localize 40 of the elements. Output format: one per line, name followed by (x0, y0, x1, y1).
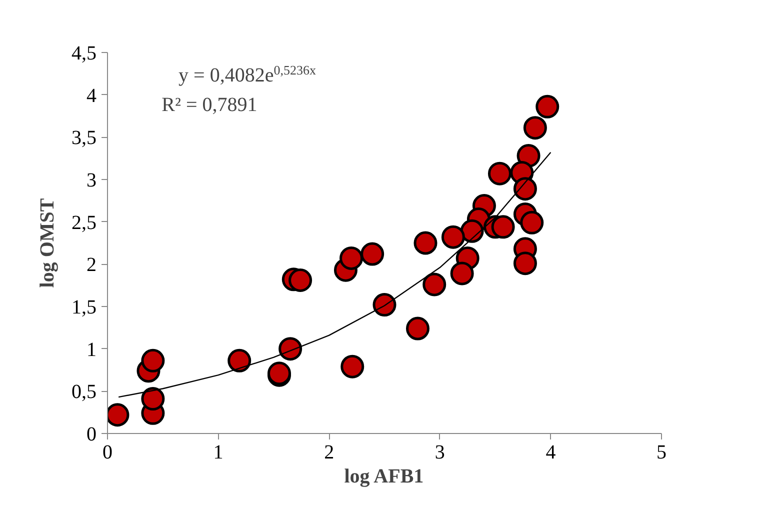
point (288, 268, 312, 292)
y-tick-label: 1,5 (72, 296, 96, 318)
x-tick-label: 0 (102, 442, 112, 464)
y-tick-label: 3 (86, 170, 96, 192)
point (414, 231, 438, 255)
point (520, 210, 544, 234)
point (513, 177, 537, 201)
y-tick-label: 1 (86, 338, 96, 361)
point (422, 272, 446, 296)
point (513, 252, 537, 276)
point (141, 387, 165, 411)
y-tick-label: 0 (86, 424, 96, 446)
x-tick-label: 3 (434, 442, 445, 464)
point (491, 215, 515, 239)
point (278, 337, 302, 361)
point (340, 246, 364, 270)
point (141, 348, 165, 372)
point (406, 316, 430, 340)
y-tick-label: 4 (86, 84, 96, 107)
x-tick-label: 5 (656, 442, 666, 464)
x-tick-label: 1 (213, 442, 224, 464)
x-axis-title: log AFB1 (344, 466, 424, 488)
y-tick-label: 3,5 (72, 127, 96, 150)
point (488, 162, 512, 186)
point (450, 262, 474, 286)
point (372, 293, 396, 317)
point (228, 348, 252, 372)
x-tick-label: 2 (324, 442, 334, 464)
y-tick-label: 0,5 (72, 381, 96, 404)
y-tick-label: 2,5 (72, 212, 96, 234)
annotation: R² = 0,7891 (162, 94, 258, 116)
y-axis-title: log OMST (36, 198, 58, 288)
y-tick-label: 2 (86, 254, 96, 276)
point (441, 225, 465, 249)
point (523, 116, 547, 140)
point (360, 242, 384, 266)
x-tick-label: 4 (546, 442, 556, 464)
point (340, 354, 364, 378)
y-tick-label: 4,5 (72, 42, 96, 64)
point (536, 94, 560, 118)
